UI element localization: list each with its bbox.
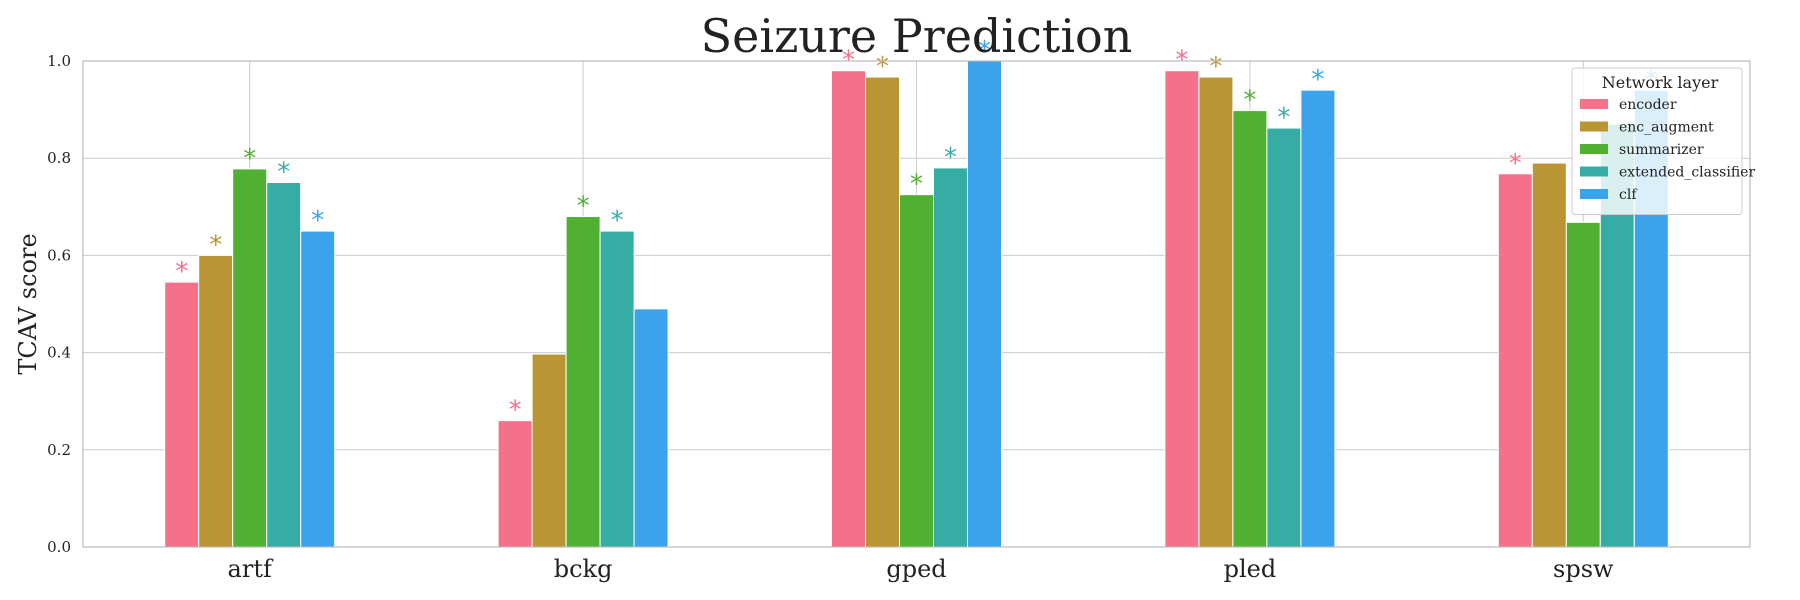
bar-enc_augment-pled [1198, 76, 1234, 548]
x-tick-label: bckg [554, 555, 613, 583]
bar-summarizer-gped [899, 194, 934, 548]
significance-star: * [944, 143, 957, 173]
significance-star: * [876, 52, 889, 82]
significance-star: * [209, 230, 222, 260]
legend-swatch [1580, 99, 1608, 109]
bar-clf-bckg [633, 308, 669, 548]
bar-enc_augment-artf [198, 254, 234, 548]
plot-frame [82, 60, 1751, 548]
y-tick-label: 0.2 [47, 441, 71, 459]
bar-extended_classifier-gped [933, 167, 968, 548]
legend-label: extended_classifier [1619, 165, 1755, 181]
bar-encoder-spsw [1497, 173, 1533, 548]
bar-encoder-bckg [497, 420, 533, 548]
bar-summarizer-spsw [1565, 221, 1601, 548]
significance-star: * [311, 206, 324, 236]
bars [164, 60, 1669, 548]
bar-extended_classifier-pled [1266, 127, 1302, 548]
legend-items: encoder enc_augment summarizer extended_cla… [1580, 97, 1755, 203]
legend-title: Network layer [1602, 73, 1719, 92]
significance-star: * [1311, 65, 1324, 95]
x-tick-labels: artf bckg gped pled spsw [228, 555, 1614, 583]
legend-swatch [1580, 189, 1608, 199]
significance-star: * [1209, 52, 1222, 82]
significance-star: * [1277, 103, 1290, 133]
bar-enc_augment-bckg [531, 353, 567, 548]
y-tick-label: 0.0 [47, 538, 71, 556]
bar-enc_augment-gped [865, 76, 900, 548]
legend-label: summarizer [1619, 142, 1704, 158]
significance-star: * [175, 257, 188, 287]
bar-summarizer-artf [232, 168, 268, 548]
significance-star: * [978, 36, 991, 66]
bar-clf-artf [300, 230, 336, 548]
significance-star: * [1509, 149, 1522, 179]
legend-swatch [1580, 121, 1608, 132]
bar-summarizer-bckg [565, 216, 601, 548]
legend-label: encoder [1619, 97, 1677, 113]
bar-extended_classifier-bckg [599, 230, 635, 548]
bar-clf-gped [967, 60, 1002, 548]
legend-swatch [1580, 166, 1608, 177]
significance-star: * [243, 144, 256, 174]
bar-enc_augment-spsw [1531, 162, 1567, 548]
y-tick-label: 0.6 [47, 246, 71, 264]
legend-label: clf [1619, 187, 1638, 203]
bar-extended_classifier-artf [266, 182, 302, 548]
y-tick-labels: 0.0 0.2 0.4 0.6 0.8 1.0 [47, 52, 71, 556]
legend-box [1571, 67, 1743, 215]
significance-star: * [910, 170, 923, 200]
significance-star: * [577, 192, 590, 222]
y-axis-label: TCAV score [14, 233, 42, 374]
y-tick-label: 0.4 [47, 344, 71, 362]
x-tick-label: artf [228, 555, 274, 583]
legend-label: enc_augment [1619, 120, 1714, 136]
significance-star: * [509, 396, 522, 426]
bar-encoder-pled [1164, 70, 1200, 548]
bar-encoder-gped [831, 70, 866, 548]
x-tick-label: pled [1224, 555, 1277, 583]
significance-star: * [277, 158, 290, 188]
bar-summarizer-pled [1232, 110, 1268, 548]
bar-clf-pled [1300, 89, 1336, 548]
significance-star: * [1243, 86, 1256, 116]
y-tick-label: 1.0 [47, 52, 71, 70]
chart-title: Seizure Prediction [701, 9, 1133, 63]
y-tick-label: 0.8 [47, 149, 71, 167]
bar-encoder-artf [164, 281, 200, 548]
significance-star: * [611, 206, 624, 236]
legend: Network layer encoder enc_augment summariz… [1571, 67, 1755, 215]
legend-swatch [1580, 144, 1608, 154]
x-tick-label: gped [886, 555, 946, 583]
significance-markers: ******************** [175, 36, 1658, 426]
x-tick-label: spsw [1553, 555, 1614, 583]
